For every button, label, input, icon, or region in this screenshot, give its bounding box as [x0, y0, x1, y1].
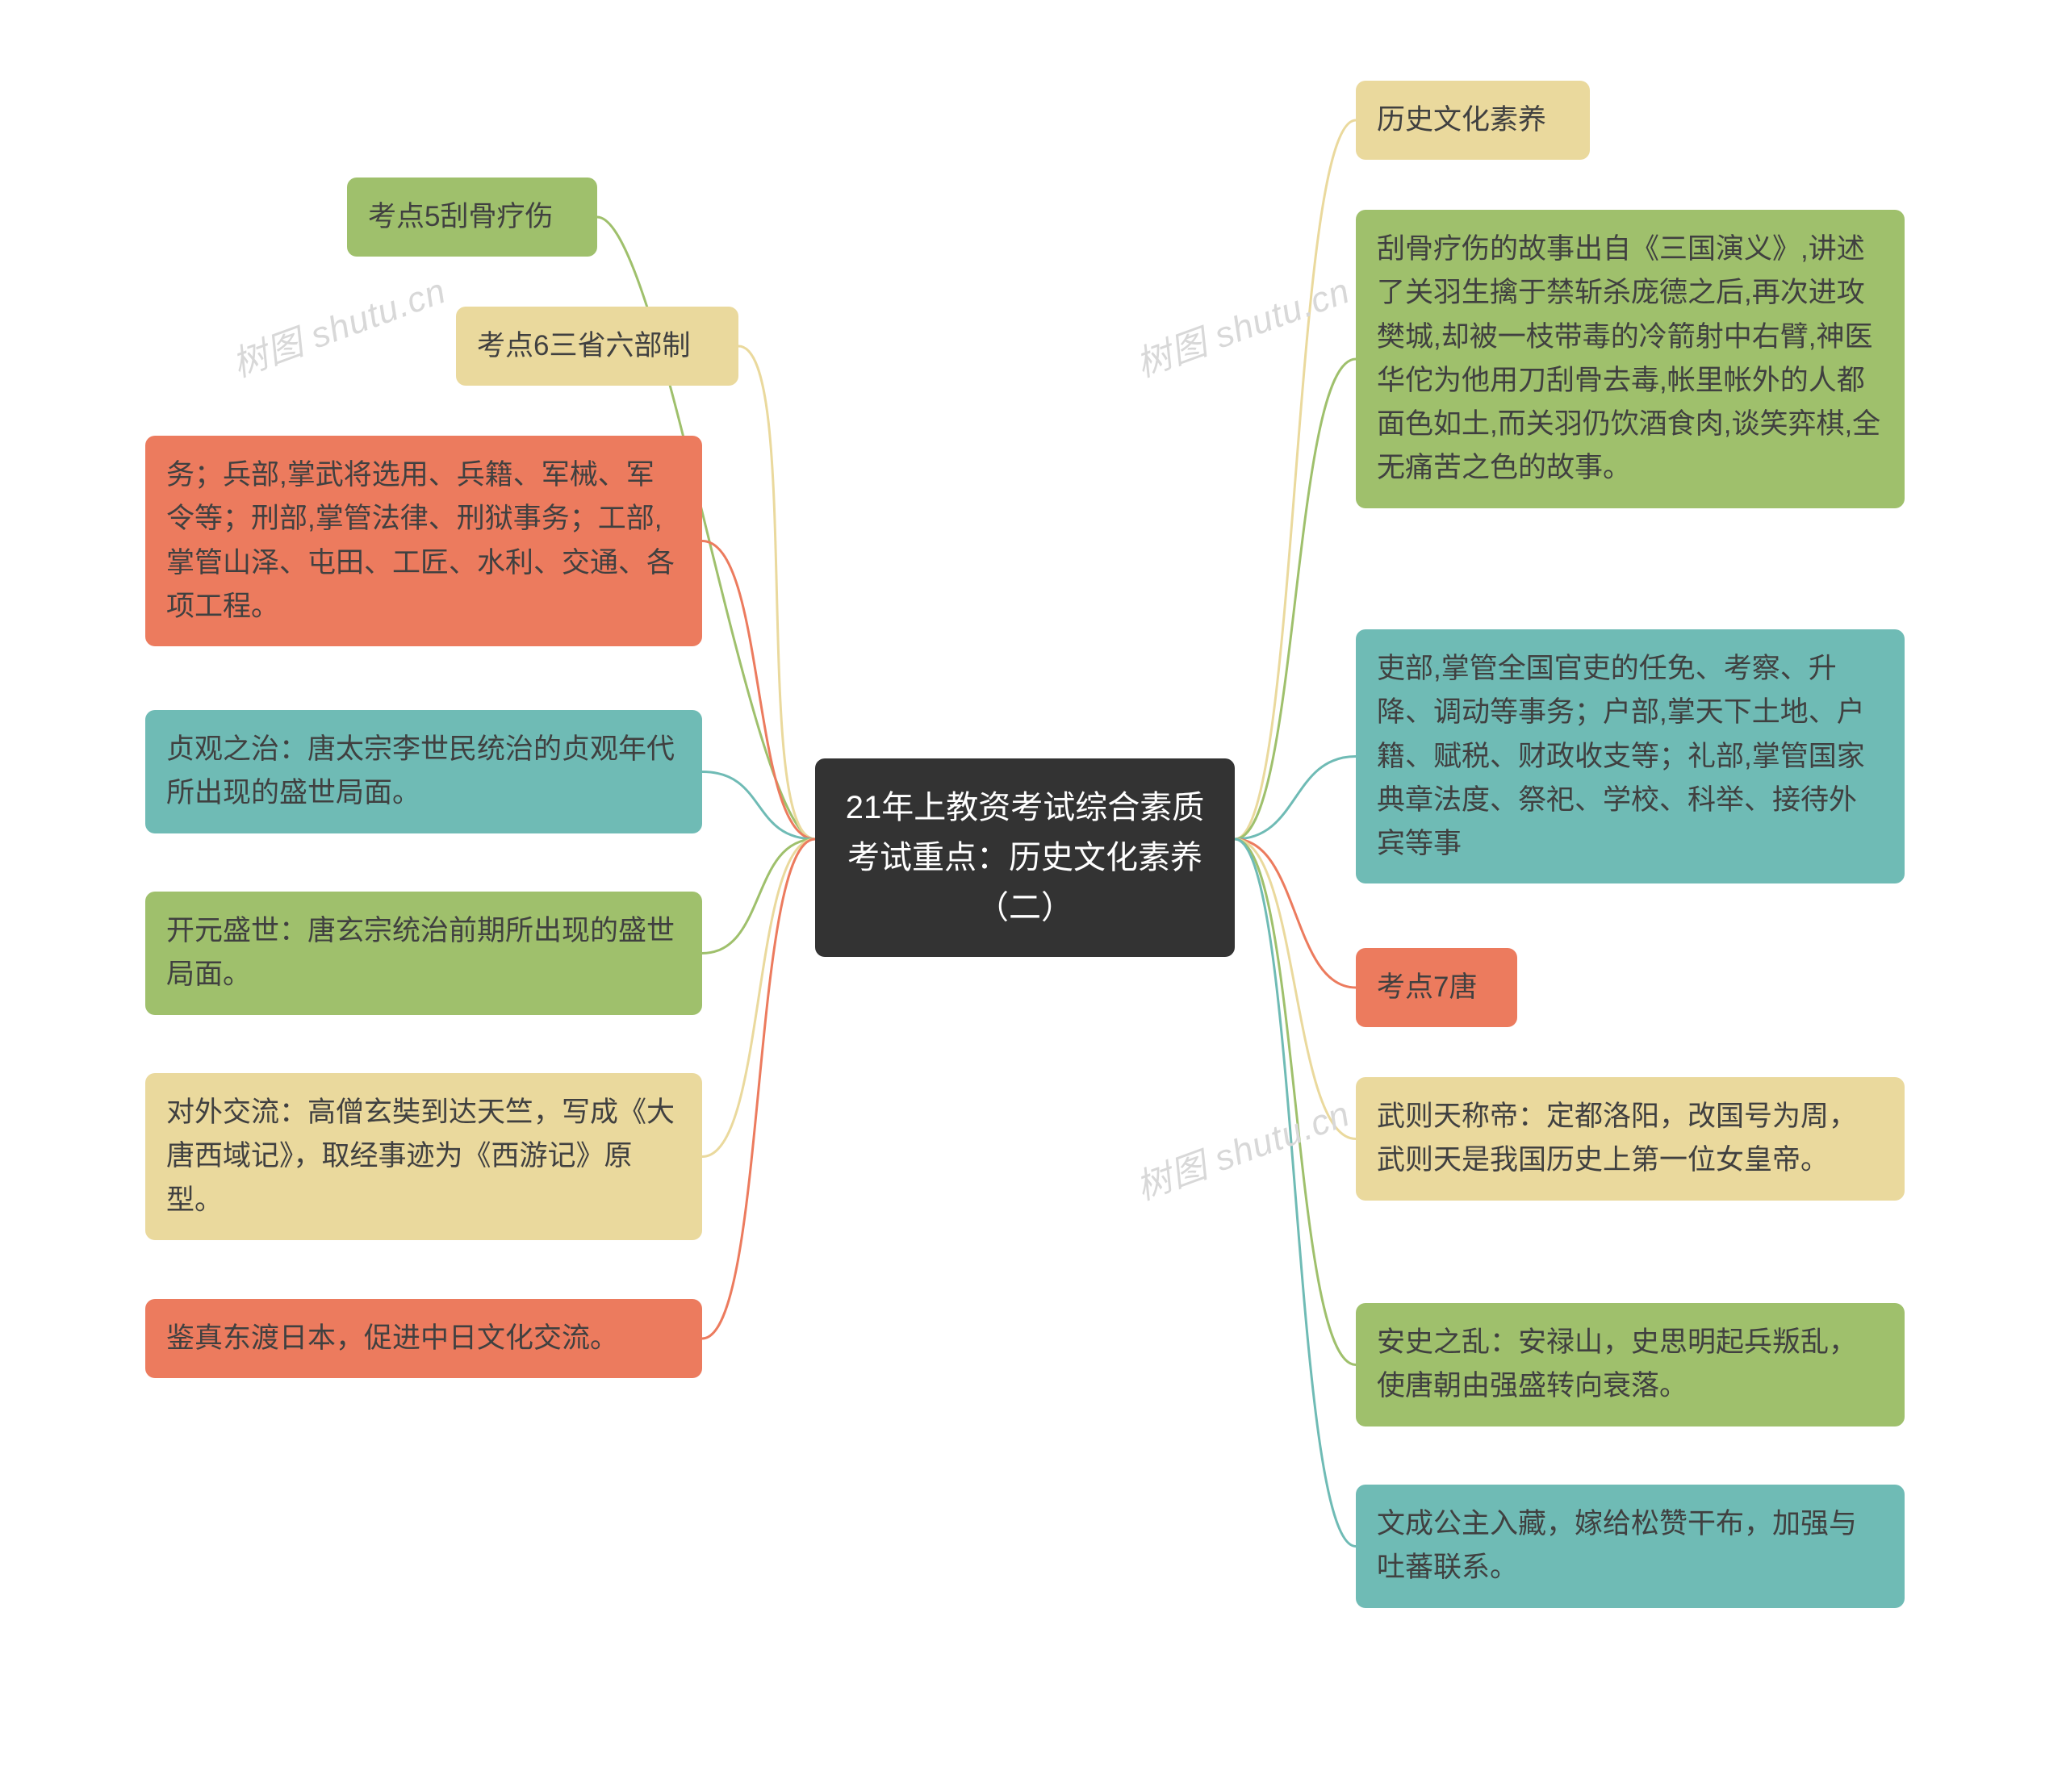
mindmap-node: 对外交流：高僧玄奘到达天竺，写成《大唐西域记》，取经事迹为《西游记》原型。	[145, 1073, 702, 1240]
mindmap-node: 考点6三省六部制	[456, 307, 738, 386]
mindmap-node: 安史之乱：安禄山，史思明起兵叛乱， 使唐朝由强盛转向衰落。	[1356, 1303, 1905, 1426]
mindmap-node: 务；兵部,掌武将选用、兵籍、军械、军令等；刑部,掌管法律、刑狱事务；工部,掌管山…	[145, 436, 702, 646]
mindmap-node: 考点7唐	[1356, 948, 1517, 1027]
mindmap-node: 考点5刮骨疗伤	[347, 178, 597, 257]
mindmap-node: 历史文化素养	[1356, 81, 1590, 160]
mindmap-node: 开元盛世：唐玄宗统治前期所出现的盛世局面。	[145, 892, 702, 1015]
watermark: 树图 shutu.cn	[1127, 261, 1356, 386]
center-node: 21年上教资考试综合素质考试重点：历史文化素养（二）	[815, 758, 1235, 957]
mindmap-node: 文成公主入藏，嫁给松赞干布，加强与吐蕃联系。	[1356, 1485, 1905, 1608]
mindmap-node: 吏部,掌管全国官吏的任免、考察、升降、调动等事务；户部,掌天下土地、户籍、赋税、…	[1356, 629, 1905, 883]
watermark: 树图 shutu.cn	[1127, 1084, 1356, 1209]
mindmap-node: 武则天称帝：定都洛阳，改国号为周，武则天是我国历史上第一位女皇帝。	[1356, 1077, 1905, 1201]
mindmap-node: 鉴真东渡日本，促进中日文化交流。	[145, 1299, 702, 1378]
mindmap-node: 贞观之治：唐太宗李世民统治的贞观年代所出现的盛世局面。	[145, 710, 702, 833]
watermark: 树图 shutu.cn	[224, 261, 452, 386]
mindmap-node: 刮骨疗伤的故事出自《三国演义》,讲述了关羽生擒于禁斩杀庞德之后,再次进攻樊城,却…	[1356, 210, 1905, 508]
